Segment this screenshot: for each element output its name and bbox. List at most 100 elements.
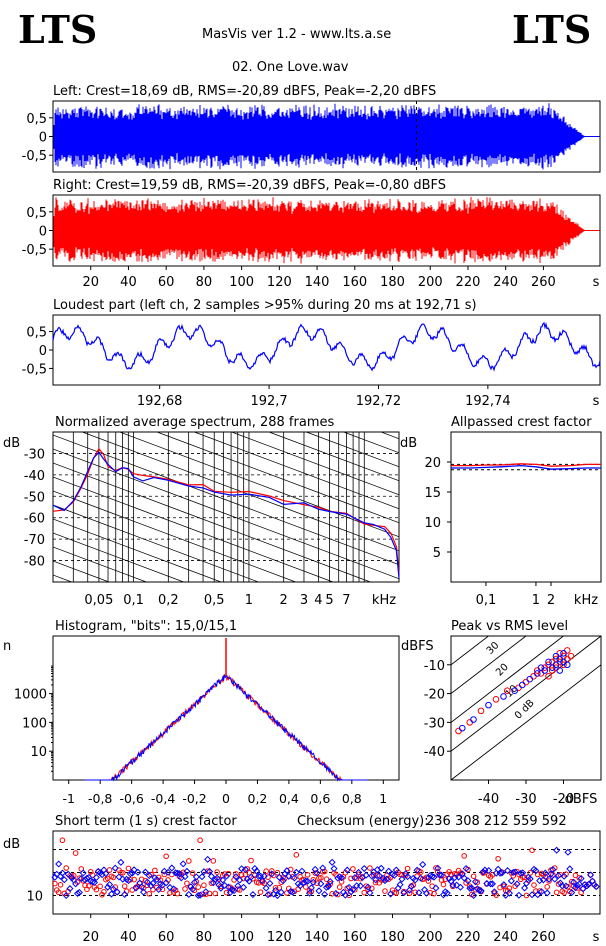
short_term_crest-point [454,873,463,881]
short_term_crest-point [587,871,595,879]
waveform_right-xtick-label: 140 [305,275,330,290]
short_term_crest-point [443,889,451,897]
short_term_crest-point [123,888,130,894]
short_term_crest-point [184,880,190,887]
short_term_crest-point [255,880,262,886]
short_term_crest-point [323,876,330,882]
short_term_crest-point [556,879,564,887]
short_term_crest-point [385,867,393,875]
short_term_crest-point [415,889,423,897]
spectrum-slope-line [0,514,606,814]
short_term_crest-point [498,869,506,877]
histogram-ytick-label: 1000 [14,688,47,703]
short_term_crest-point [264,891,272,899]
peak_vs_rms-point [470,716,477,723]
short_term_crest-point [198,873,206,881]
spectrum-ylabel: dB [3,436,20,451]
short_term_crest-point [519,869,527,877]
waveform_right-xtick-label: 60 [158,275,175,290]
spectrum-xtick-label: 0,2 [158,593,179,608]
waveform_right-title: Right: Crest=19,59 dB, RMS=-20,39 dBFS, … [53,178,446,193]
peak_vs_rms-point [537,664,545,671]
short_term_crest-point [326,878,334,886]
waveform_left-ytick-label: 0,5 [26,112,47,127]
short_term_crest-point [445,875,453,883]
spectrum-xtick-label: 0,1 [123,593,144,608]
short_term_crest-point [179,860,187,868]
short_term_crest-point [396,881,404,889]
spectrum-slope-line [53,504,260,582]
histogram-xtick-label: 0,4 [279,791,299,806]
short_term_crest-point [400,889,408,897]
peak_vs_rms-point [458,724,466,732]
spectrum-ytick-label: -80 [24,555,45,570]
peak_vs_rms-point [500,693,507,700]
short_term_crest-point [200,868,208,876]
short_term_crest-point [449,881,457,889]
short_term_crest-point [477,887,485,895]
short_term_crest-point [290,874,298,882]
short_term_crest-point [504,867,512,875]
short_term_crest-point [170,885,178,893]
short_term_crest-xtick-label: 180 [380,930,405,945]
short_term_crest-point [249,891,257,899]
short_term_crest-point [531,882,537,888]
short_term_crest-point [590,881,598,889]
short_term_crest-point [554,871,563,880]
short_term_crest-point [317,880,325,888]
short_term_crest-xtick-label: 20 [82,930,99,945]
short_term_crest-point [490,888,498,896]
peak_vs_rms-point [518,681,526,689]
peak_vs_rms-ytick-label: -20 [424,688,445,703]
loudest_part-xtick-label: 192,68 [137,394,183,409]
loudest_part-ytick-label: -0,5 [22,362,47,377]
short_term_crest-point [521,874,528,881]
short_term_crest-point [438,871,446,879]
short_term_crest-point [526,875,534,883]
short_term_crest-point [295,886,302,893]
checksum-value: 236 308 212 559 592 [426,814,567,829]
short_term_crest-point [230,887,238,895]
short_term_crest-point [560,872,568,880]
short_term_crest-point [302,884,309,890]
peak_vs_rms-point [530,673,537,680]
peak_vs_rms-point [466,719,474,726]
allpassed_crest-ytick-label: 15 [424,486,441,501]
histogram-ytick-label: 10 [30,745,47,760]
histogram-xtick-label: -0,8 [88,791,112,806]
histogram-xtick-label: -0,6 [119,791,143,806]
short_term_crest-point [273,892,281,900]
waveform_right-xtick-label: 260 [531,275,556,290]
peak_vs_rms-diagonal-label: 20 [494,662,511,679]
short_term_crest-point [239,883,248,891]
short_term_crest-point [143,878,151,886]
allpassed_crest-xtick-label: 2 [547,593,555,608]
short_term_crest-point [64,870,72,878]
short_term_crest-point [544,884,550,890]
short_term_crest-point [528,891,536,899]
short_term_crest-xtick-label: 60 [158,930,175,945]
short_term_crest-point [78,866,85,872]
short_term_crest-point [201,882,207,889]
short_term_crest-point [267,891,273,897]
histogram-ytick-label: 100 [22,716,47,731]
short_term_crest-point [79,869,87,877]
waveform_left-frame [52,100,601,173]
short_term_crest-point [387,890,395,898]
short_term_crest-point [456,883,464,891]
short_term_crest-point [236,887,243,893]
peak_vs_rms-ylabel: dBFS [401,639,434,654]
short_term_crest-point [417,874,425,882]
short_term_crest-point [145,872,153,880]
spectrum-ytick-label: -70 [24,533,45,548]
short_term_crest-point [138,883,146,891]
peak_vs_rms-point [541,667,549,674]
loudest_part-series [52,321,601,372]
waveform_right-xtick-label: 200 [418,275,443,290]
short_term_crest-point [427,889,434,896]
short_term_crest-point [466,884,474,892]
short_term_crest-point [190,878,199,886]
short_term_crest-point [304,872,311,878]
spectrum-xtick-label: 7 [342,593,350,608]
short_term_crest-point [111,864,119,872]
